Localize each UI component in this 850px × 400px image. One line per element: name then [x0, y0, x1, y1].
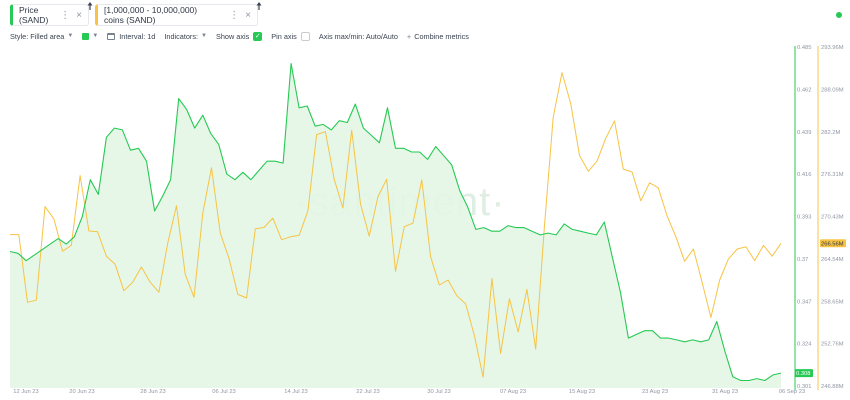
- interval-selector[interactable]: Interval: 1d: [107, 32, 155, 41]
- price-area-layer: [10, 63, 781, 388]
- current-value-badges: 0.308 266.56M: [795, 239, 846, 378]
- holders-axis-tick-label: 270.43M: [821, 215, 844, 221]
- chevron-down-icon: ▼: [92, 33, 99, 39]
- holders-axis-tick-label: 252.76M: [821, 342, 844, 348]
- indicators-selector[interactable]: Indicators: ▼: [164, 32, 207, 41]
- date-axis-tick-label: 22 Jul 23: [356, 389, 380, 395]
- close-icon[interactable]: ×: [245, 9, 251, 21]
- metric-tag-holders[interactable]: [1,000,000 - 10,000,000) coins (SAND) ⋮ …: [95, 4, 258, 26]
- price-axis-tick-label: 0.416: [797, 172, 812, 178]
- color-selector[interactable]: ▼: [82, 32, 99, 40]
- holders-line-layer: [10, 72, 782, 378]
- holders-axis-tick-label: 276.31M: [821, 172, 844, 178]
- pin-icon[interactable]: [256, 2, 262, 10]
- pin-icon[interactable]: [87, 2, 93, 10]
- price-axis-tick-label: 0.37: [797, 257, 808, 263]
- date-axis-tick-label: 14 Jul 23: [284, 389, 308, 395]
- holders-axis-tick-label: 246.88M: [821, 384, 844, 390]
- metric-menu-icon[interactable]: ⋮: [229, 9, 239, 21]
- show-axis-label: Show axis: [216, 31, 250, 41]
- metric-label-holders: [1,000,000 - 10,000,000) coins (SAND): [104, 5, 198, 25]
- show-axis-toggle[interactable]: Show axis ✓: [216, 31, 263, 41]
- holders-current-label: 266.56M: [821, 241, 844, 247]
- axis-minmax-selector[interactable]: Axis max/min: Auto/Auto: [319, 32, 398, 41]
- pin-axis-label: Pin axis: [271, 31, 297, 41]
- price-axis-tick-label: 0.393: [797, 215, 812, 221]
- price-axis-ticks: 0.485 0.462 0.439 0.416 0.393 0.37 0.347 0.324 0…: [797, 45, 812, 390]
- date-axis-tick-label: 20 Jun 23: [69, 389, 94, 395]
- price-area-fill: [10, 63, 781, 388]
- metric-menu-icon[interactable]: ⋮: [60, 9, 70, 21]
- checkbox-empty-icon[interactable]: [300, 31, 310, 41]
- holders-series-line: [10, 72, 782, 378]
- price-axis-tick-label: 0.485: [797, 45, 812, 51]
- date-axis-tick-label: 30 Jul 23: [427, 389, 451, 395]
- date-axis-tick-label: 12 Jun 23: [13, 389, 38, 395]
- metric-tag-price[interactable]: Price (SAND) ⋮ ×: [10, 4, 89, 26]
- date-axis-tick-label: 06 Jul 23: [212, 389, 236, 395]
- live-status-dot: [836, 12, 842, 18]
- style-selector[interactable]: Style: Filled area ▼: [10, 32, 73, 41]
- date-axis-ticks: 12 Jun 23 20 Jun 23 28 Jun 23 06 Jul 23 14 J…: [13, 389, 805, 395]
- date-axis-tick-label: 06 Sep 23: [779, 389, 805, 395]
- date-axis-tick-label: 15 Aug 23: [569, 389, 595, 395]
- date-axis-tick-label: 07 Aug 23: [500, 389, 526, 395]
- date-axis-tick-label: 28 Jun 23: [140, 389, 165, 395]
- combine-metrics-label: Combine metrics: [414, 31, 469, 41]
- pin-axis-toggle[interactable]: Pin axis: [271, 31, 310, 41]
- holders-axis-tick-label: 293.96M: [821, 45, 844, 51]
- price-axis-tick-label: 0.439: [797, 130, 812, 136]
- holders-axis-tick-label: 288.09M: [821, 87, 844, 93]
- price-current-label: 0.308: [796, 371, 811, 377]
- holders-axis-tick-label: 282.2M: [821, 130, 841, 136]
- holders-axis-ticks: 293.96M 288.09M 282.2M 276.31M 270.43M 264.54…: [821, 45, 844, 390]
- close-icon[interactable]: ×: [76, 9, 82, 21]
- calendar-icon: [107, 32, 116, 40]
- price-axis-tick-label: 0.301: [797, 384, 812, 390]
- metric-label-price: Price (SAND): [19, 5, 49, 25]
- combine-metrics-button[interactable]: + Combine metrics: [407, 32, 469, 41]
- holders-current-badge: [820, 239, 846, 248]
- axis-minmax-label: Axis max/min: Auto/Auto: [318, 31, 398, 41]
- indicators-label: Indicators:: [164, 31, 199, 41]
- chevron-down-icon: ▼: [67, 33, 74, 39]
- holders-axis-tick-label: 264.54M: [821, 257, 844, 263]
- chevron-down-icon: ▼: [201, 33, 207, 39]
- color-swatch: [82, 32, 90, 40]
- date-axis-tick-label: 31 Aug 23: [712, 389, 738, 395]
- style-label: Style: Filled area: [10, 31, 65, 41]
- price-axis-tick-label: 0.324: [797, 342, 812, 348]
- checkbox-checked-icon[interactable]: ✓: [253, 31, 263, 41]
- price-axis-tick-label: 0.462: [797, 87, 812, 93]
- plus-icon: +: [406, 31, 412, 41]
- date-axis-tick-label: 23 Aug 23: [642, 389, 668, 395]
- holders-axis-tick-label: 258.65M: [821, 299, 844, 305]
- price-line-layer: [9, 63, 782, 382]
- chart-settings-bar: Style: Filled area ▼ ▼ Interval: 1d Indi…: [10, 29, 478, 43]
- price-current-badge: [795, 369, 813, 378]
- interval-label: Interval: 1d: [119, 31, 156, 41]
- price-axis-tick-label: 0.347: [797, 299, 812, 305]
- price-series-line: [9, 63, 782, 382]
